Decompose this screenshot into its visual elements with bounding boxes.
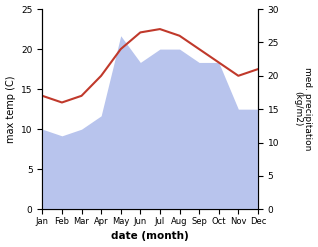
Y-axis label: med. precipitation
(kg/m2): med. precipitation (kg/m2) — [293, 67, 313, 151]
Y-axis label: max temp (C): max temp (C) — [5, 75, 16, 143]
X-axis label: date (month): date (month) — [111, 231, 189, 242]
